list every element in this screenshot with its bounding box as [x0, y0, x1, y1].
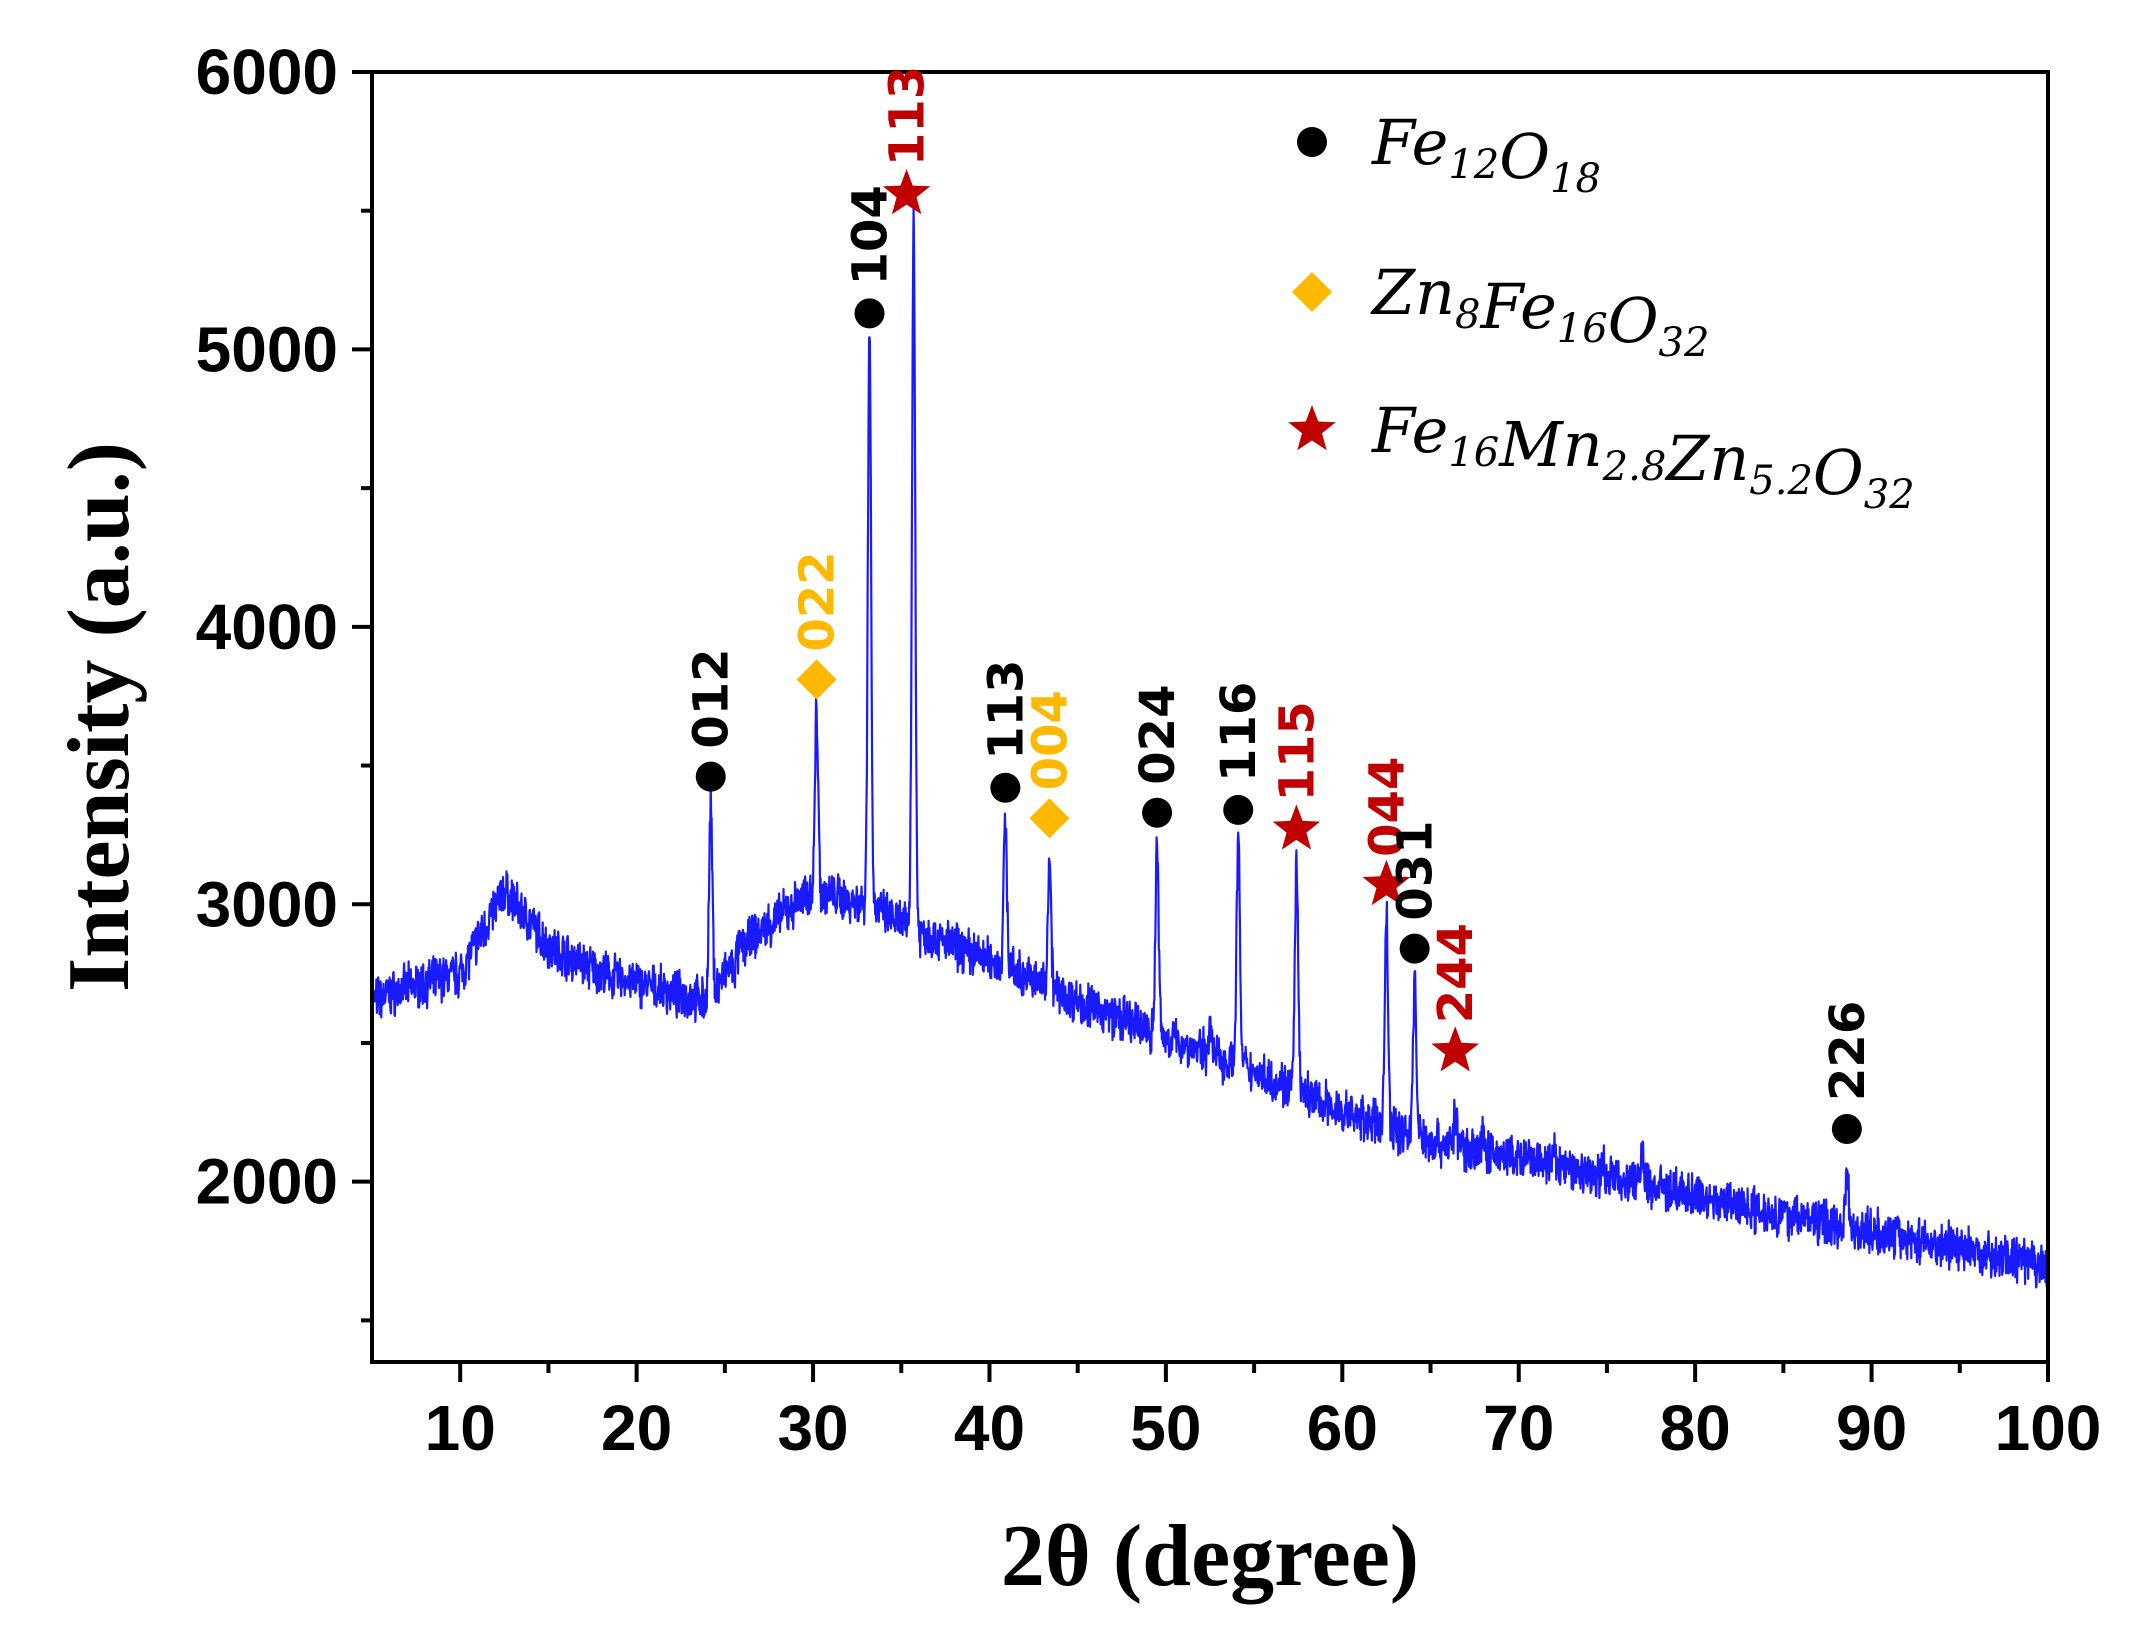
y-tick-label: 6000	[196, 36, 338, 108]
peak-label: 044	[1359, 757, 1415, 857]
peak-marker-circle	[1142, 797, 1173, 828]
legend-label: Fe16Mn2.8Zn5.2O32	[1371, 394, 1915, 518]
peak-marker-circle	[854, 298, 885, 329]
peak-marker-star	[882, 169, 931, 215]
x-axis-title: 2θ (degree)	[1001, 1508, 1419, 1605]
peak-label: 244	[1428, 923, 1484, 1023]
peak-marker-circle	[1399, 933, 1430, 964]
x-tick-label: 40	[954, 1392, 1025, 1464]
x-tick-label: 90	[1836, 1392, 1907, 1464]
xrd-pattern-line	[370, 204, 2050, 1289]
y-tick-label: 5000	[196, 313, 338, 385]
x-tick-label: 20	[601, 1392, 672, 1464]
legend-marker-diamond	[1292, 272, 1332, 312]
peak-label: 012	[684, 648, 740, 748]
peak-label: 226	[1820, 1001, 1876, 1101]
peak-label: 031	[1388, 820, 1444, 920]
peak-marker-circle	[1831, 1113, 1862, 1144]
peak-label: 022	[790, 551, 846, 651]
peak-label: 113	[978, 660, 1034, 760]
x-tick-label: 100	[1995, 1392, 2102, 1464]
peak-label: 115	[1269, 701, 1325, 801]
legend-label: Zn8Fe16O32	[1370, 256, 1709, 366]
x-tick-label: 10	[425, 1392, 496, 1464]
legend-marker-circle	[1297, 127, 1327, 157]
x-tick-label: 80	[1660, 1392, 1731, 1464]
peak-label: 104	[843, 185, 899, 285]
x-tick-label: 30	[777, 1392, 848, 1464]
x-tick-label: 60	[1307, 1392, 1378, 1464]
peak-marker-star	[1362, 859, 1411, 906]
x-tick-label: 70	[1483, 1392, 1554, 1464]
y-tick-label: 2000	[196, 1146, 338, 1218]
peak-marker-circle	[695, 761, 726, 792]
y-axis-title: Intensity (a.u.)	[51, 442, 148, 992]
peak-marker-diamond	[796, 659, 837, 700]
peak-marker-circle	[1223, 794, 1254, 825]
x-tick-label: 50	[1130, 1392, 1201, 1464]
peak-marker-diamond	[1029, 798, 1070, 839]
legend-marker-star	[1288, 405, 1336, 451]
peak-label: 024	[1130, 685, 1186, 785]
peak-label: 113	[880, 66, 936, 166]
peak-marker-star	[1272, 804, 1321, 850]
y-tick-label: 3000	[196, 868, 338, 940]
y-tick-label: 4000	[196, 591, 338, 663]
peak-marker-star	[1431, 1026, 1479, 1072]
peak-label: 004	[1022, 690, 1078, 790]
plot-frame	[370, 70, 2050, 1364]
peak-label: 116	[1211, 682, 1267, 782]
peak-marker-circle	[990, 772, 1021, 803]
legend-label: Fe12O18	[1371, 106, 1601, 202]
legend: Fe12O18 Zn8Fe16O32 Fe16Mn2.8Zn5.2O32	[1288, 106, 1915, 518]
